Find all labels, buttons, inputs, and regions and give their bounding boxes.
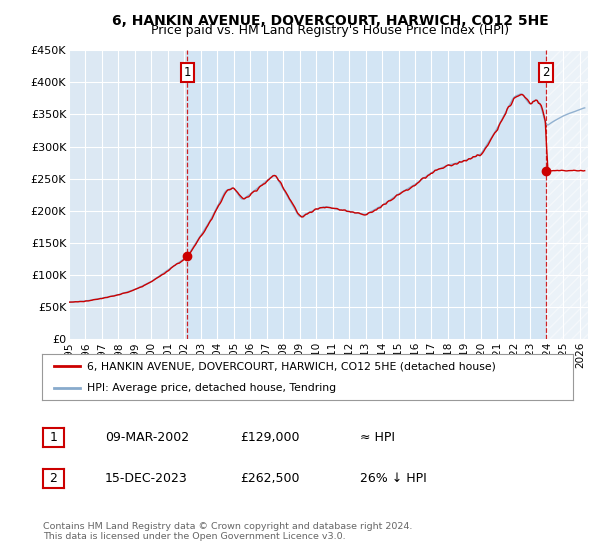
- Text: £262,500: £262,500: [240, 472, 299, 486]
- Text: ≈ HPI: ≈ HPI: [360, 431, 395, 445]
- Text: 1: 1: [184, 66, 191, 80]
- Text: Price paid vs. HM Land Registry's House Price Index (HPI): Price paid vs. HM Land Registry's House …: [151, 24, 509, 36]
- Text: 1: 1: [49, 431, 58, 444]
- Text: 6, HANKIN AVENUE, DOVERCOURT, HARWICH, CO12 5HE: 6, HANKIN AVENUE, DOVERCOURT, HARWICH, C…: [112, 14, 548, 28]
- Text: 2: 2: [49, 472, 58, 485]
- Text: 2: 2: [542, 66, 550, 80]
- Bar: [187, 50, 547, 339]
- Text: £129,000: £129,000: [240, 431, 299, 445]
- Bar: [547, 50, 588, 339]
- Text: Contains HM Land Registry data © Crown copyright and database right 2024.
This d: Contains HM Land Registry data © Crown c…: [43, 522, 413, 542]
- Text: HPI: Average price, detached house, Tendring: HPI: Average price, detached house, Tend…: [87, 383, 336, 393]
- Text: 09-MAR-2002: 09-MAR-2002: [105, 431, 189, 445]
- Text: 6, HANKIN AVENUE, DOVERCOURT, HARWICH, CO12 5HE (detached house): 6, HANKIN AVENUE, DOVERCOURT, HARWICH, C…: [87, 361, 496, 371]
- Text: 15-DEC-2023: 15-DEC-2023: [105, 472, 188, 486]
- Text: 26% ↓ HPI: 26% ↓ HPI: [360, 472, 427, 486]
